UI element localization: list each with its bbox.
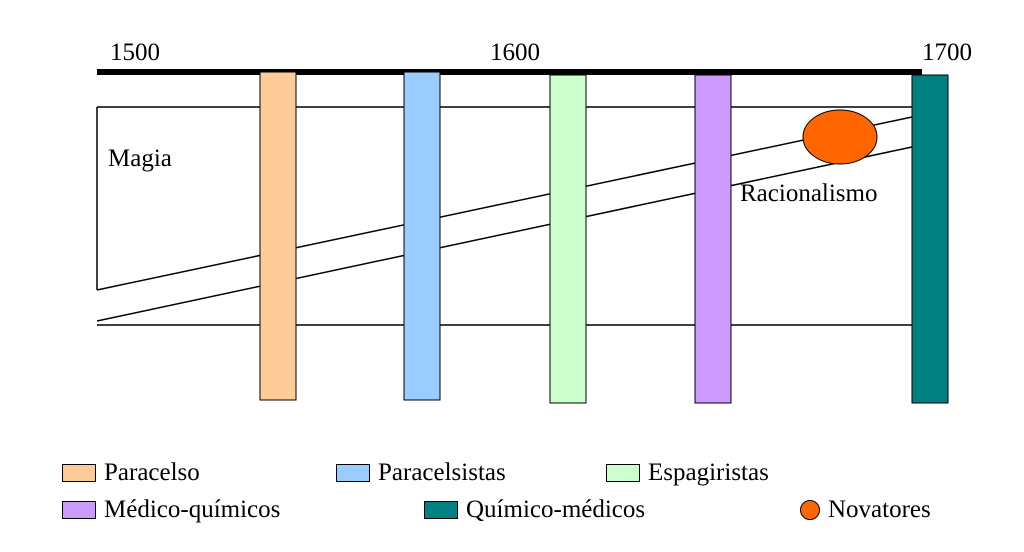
legend-swatch [606,463,640,482]
legend-swatch [62,463,96,482]
legend-item-paracelsistas: Paracelsistas [336,460,506,485]
legend-label: Médico-químicos [104,496,281,523]
bar-paracelso [259,71,297,401]
year-1700: 1700 [922,39,972,66]
legend-label: Novatores [828,496,931,523]
legend-item-paracelso: Paracelso [62,460,200,485]
bar-medico-quimicos [694,74,732,404]
legend-circle-icon [800,499,820,520]
divider-lower [96,146,913,322]
legend-item-quimico-medicos: Químico-médicos [424,497,645,522]
legend-label: Paracelso [104,459,200,486]
year-1500: 1500 [110,39,160,66]
legend-swatch [62,500,96,519]
label-racionalismo: Racionalismo [740,180,878,207]
year-1600: 1600 [490,39,540,66]
legend-item-espagiristas: Espagiristas [606,460,769,485]
legend-item-medico-quimicos: Médico-químicos [62,497,280,522]
divider-upper [96,116,913,291]
label-magia: Magia [108,145,172,172]
legend-swatch [336,463,370,482]
legend-label: Paracelsistas [378,459,506,486]
bar-quimico-medicos [911,74,949,404]
bar-paracelsistas [403,71,441,401]
legend-label: Espagiristas [648,459,769,486]
bar-espagiristas [549,74,587,404]
legend-label: Químico-médicos [466,496,646,523]
novatores-marker [802,109,878,165]
legend-item-novatores: Novatores [800,497,931,522]
legend-swatch [424,500,458,519]
